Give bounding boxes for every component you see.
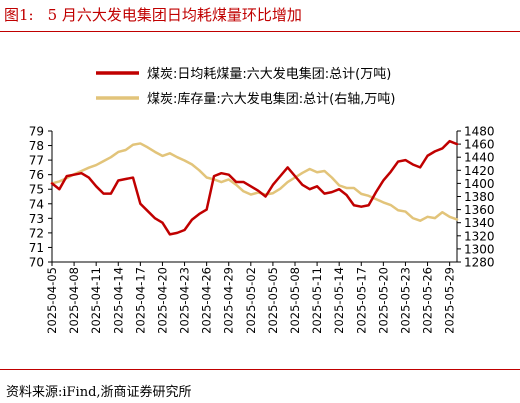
x-tick-label: 2025-04-23 xyxy=(178,267,192,334)
left-y-tick-label: 77 xyxy=(29,154,44,168)
x-tick-label: 2025-04-29 xyxy=(222,267,236,334)
figure-title-prefix: 图1: xyxy=(4,6,34,24)
x-tick-label: 2025-05-17 xyxy=(354,267,368,334)
left-y-tick-label: 71 xyxy=(29,241,44,255)
x-tick-label: 2025-05-05 xyxy=(266,267,280,334)
left-y-tick-label: 75 xyxy=(29,183,44,197)
x-tick-label: 2025-05-20 xyxy=(376,267,390,334)
figure-title: 图1: 5 月六大发电集团日均耗煤量环比增加 xyxy=(4,4,302,25)
x-tick-label: 2025-04-05 xyxy=(45,267,59,334)
series-line-coal-consumption xyxy=(50,139,459,236)
source-note: 资料来源:iFind,浙商证券研究所 xyxy=(6,385,192,400)
plot-area xyxy=(50,139,459,236)
right-y-tick-label: 1320 xyxy=(464,229,495,243)
right-y-tick-label: 1300 xyxy=(464,242,495,256)
x-tick-label: 2025-04-26 xyxy=(200,267,214,334)
legend-label-coal-inventory: 煤炭:库存量:六大发电集团:总计(右轴,万吨) xyxy=(147,91,395,107)
right-y-tick-label: 1400 xyxy=(464,177,495,191)
right-y-tick-label: 1480 xyxy=(464,125,495,139)
x-tick-label: 2025-05-26 xyxy=(421,267,435,334)
right-y-tick-label: 1420 xyxy=(464,164,495,178)
figure-title-text: 5 月六大发电集团日均耗煤量环比增加 xyxy=(47,6,302,24)
x-tick-label: 2025-05-29 xyxy=(443,267,457,334)
right-y-tick-label: 1360 xyxy=(464,203,495,217)
x-tick-label: 2025-04-14 xyxy=(111,267,125,334)
left-y-tick-label: 73 xyxy=(29,212,44,226)
left-y-tick-label: 70 xyxy=(29,256,44,270)
x-tick-label: 2025-05-08 xyxy=(288,267,302,334)
dual-axis-line-chart: 煤炭:日均耗煤量:六大发电集团:总计(万吨) 煤炭:库存量:六大发电集团:总计(… xyxy=(29,66,495,334)
x-tick-label: 2025-05-02 xyxy=(244,267,258,334)
series-line-coal-inventory xyxy=(50,142,459,222)
x-tick-label: 2025-05-11 xyxy=(310,267,324,334)
left-y-tick-label: 78 xyxy=(29,139,44,153)
x-tick-label: 2025-04-20 xyxy=(155,267,169,334)
right-y-tick-label: 1380 xyxy=(464,190,495,204)
left-y-tick-label: 79 xyxy=(29,125,44,139)
legend: 煤炭:日均耗煤量:六大发电集团:总计(万吨) 煤炭:库存量:六大发电集团:总计(… xyxy=(96,66,395,107)
left-y-tick-label: 76 xyxy=(29,168,44,182)
right-y-tick-label: 1340 xyxy=(464,216,495,230)
left-y-tick-label: 72 xyxy=(29,226,44,240)
x-tick-label: 2025-05-23 xyxy=(398,267,412,334)
x-tick-label: 2025-04-11 xyxy=(89,267,103,334)
left-y-tick-label: 74 xyxy=(29,197,44,211)
source-rule xyxy=(0,369,520,370)
x-tick-label: 2025-04-08 xyxy=(67,267,81,334)
right-y-tick-label: 1440 xyxy=(464,151,495,165)
x-tick-label: 2025-05-14 xyxy=(332,267,346,334)
right-y-tick-label: 1280 xyxy=(464,256,495,270)
right-y-tick-label: 1460 xyxy=(464,138,495,152)
title-rule xyxy=(0,31,520,32)
legend-label-coal-consumption: 煤炭:日均耗煤量:六大发电集团:总计(万吨) xyxy=(147,66,391,82)
x-tick-label: 2025-04-17 xyxy=(133,267,147,334)
